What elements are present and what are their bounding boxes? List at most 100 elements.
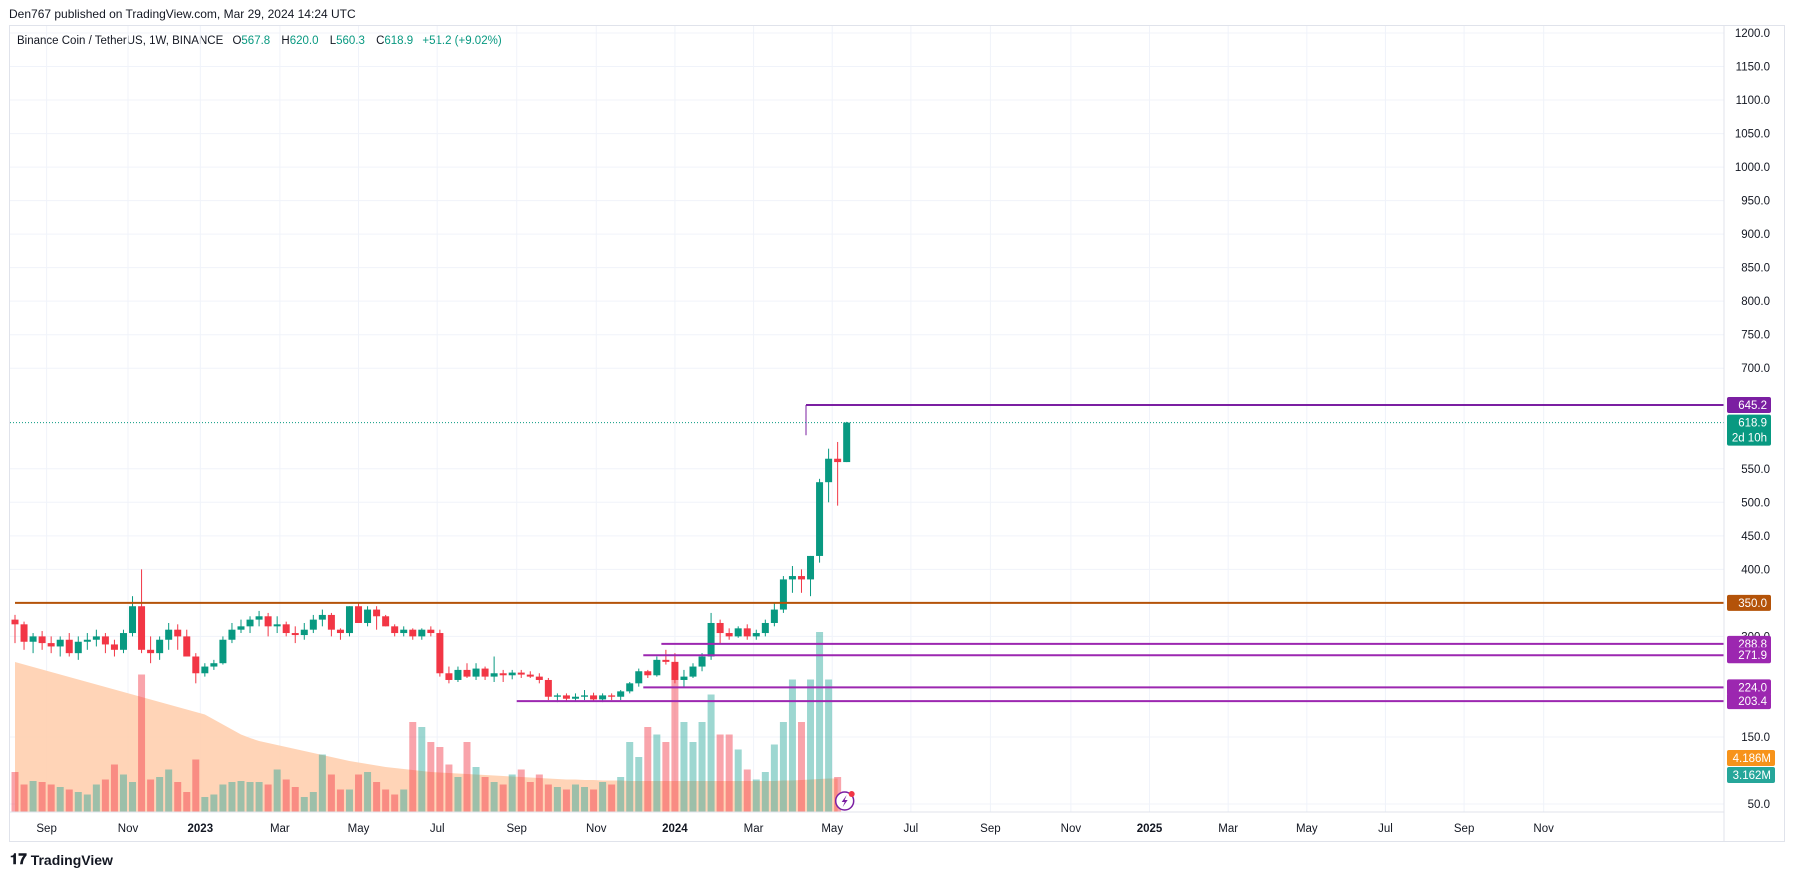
candle-body[interactable] <box>761 622 769 634</box>
candle-body[interactable] <box>65 639 73 654</box>
candle-body[interactable] <box>174 629 182 637</box>
candle-body[interactable] <box>165 629 173 640</box>
candle-body[interactable] <box>427 629 435 634</box>
candle-body[interactable] <box>770 609 778 623</box>
candle-body[interactable] <box>246 619 254 627</box>
candle-body[interactable] <box>834 458 842 463</box>
candle-body[interactable] <box>309 619 317 630</box>
candle-body[interactable] <box>282 624 290 634</box>
candle-body[interactable] <box>418 629 426 637</box>
candle-body[interactable] <box>147 649 155 654</box>
candle-body[interactable] <box>92 636 100 640</box>
candle-body[interactable] <box>562 695 570 699</box>
candle-body[interactable] <box>680 676 688 680</box>
candle-body[interactable] <box>734 628 742 637</box>
candle-body[interactable] <box>716 622 724 634</box>
candle-body[interactable] <box>590 695 598 700</box>
candle-body[interactable] <box>138 606 146 650</box>
x-tick-label: May <box>821 823 843 835</box>
candle-body[interactable] <box>743 628 751 637</box>
candle-body[interactable] <box>345 606 353 634</box>
candle-body[interactable] <box>752 633 760 637</box>
candle-body[interactable] <box>291 633 299 636</box>
candle-body[interactable] <box>707 622 715 657</box>
candle-body[interactable] <box>644 671 652 676</box>
candle-body[interactable] <box>671 661 679 680</box>
candle-body[interactable] <box>255 616 263 620</box>
volume-bar <box>110 764 118 812</box>
candle-body[interactable] <box>400 629 408 634</box>
candle-body[interactable] <box>843 422 851 463</box>
candle-body[interactable] <box>382 616 390 627</box>
volume-bar <box>734 749 742 812</box>
candle-body[interactable] <box>20 624 28 642</box>
candle-body[interactable] <box>807 555 815 580</box>
candle-body[interactable] <box>409 629 417 637</box>
candle-body[interactable] <box>544 679 552 697</box>
candle-body[interactable] <box>436 633 444 674</box>
candle-body[interactable] <box>445 673 453 680</box>
candle-body[interactable] <box>38 636 46 644</box>
candle-body[interactable] <box>74 641 82 654</box>
candle-body[interactable] <box>463 669 471 677</box>
candle-body[interactable] <box>47 643 55 647</box>
candle-body[interactable] <box>689 666 697 677</box>
candle-body[interactable] <box>318 614 326 620</box>
tradingview-brand[interactable]: 𝟏𝟕 TradingView <box>10 851 113 868</box>
candle-body[interactable] <box>571 696 579 699</box>
candle-body[interactable] <box>581 695 589 697</box>
candle-body[interactable] <box>11 619 19 625</box>
candle-body[interactable] <box>264 616 272 627</box>
candle-body[interactable] <box>119 633 127 650</box>
candle-body[interactable] <box>635 671 643 684</box>
candle-body[interactable] <box>327 614 335 630</box>
candle-body[interactable] <box>56 639 64 647</box>
candle-body[interactable] <box>110 644 118 650</box>
candle-body[interactable] <box>101 636 109 645</box>
candle-body[interactable] <box>454 669 462 680</box>
candle-body[interactable] <box>816 482 824 556</box>
candle-body[interactable] <box>553 695 561 697</box>
candle-body[interactable] <box>608 695 616 697</box>
candle-body[interactable] <box>183 636 191 657</box>
candle-body[interactable] <box>336 629 344 634</box>
symbol-name[interactable]: Binance Coin / TetherUS, 1W, BINANCE <box>17 35 224 47</box>
candle-body[interactable] <box>653 659 661 676</box>
candle-body[interactable] <box>535 676 543 680</box>
candle-body[interactable] <box>228 629 236 640</box>
candle-body[interactable] <box>364 609 372 623</box>
candle-body[interactable] <box>129 606 137 634</box>
candle-body[interactable] <box>825 458 833 483</box>
candle-body[interactable] <box>29 636 37 642</box>
candle-body[interactable] <box>373 609 381 617</box>
last-price-tag-bg <box>1727 414 1771 446</box>
candle-body[interactable] <box>201 666 209 674</box>
candle-body[interactable] <box>698 656 706 667</box>
candle-body[interactable] <box>599 695 607 700</box>
candle-body[interactable] <box>210 663 218 667</box>
candle-body[interactable] <box>192 656 200 674</box>
candle-body[interactable] <box>83 639 91 642</box>
candle-body[interactable] <box>797 576 805 580</box>
candle-body[interactable] <box>526 674 534 677</box>
candle-body[interactable] <box>300 629 308 636</box>
candle-body[interactable] <box>508 672 516 676</box>
candle-body[interactable] <box>662 659 670 662</box>
candle-body[interactable] <box>779 579 787 610</box>
candle-body[interactable] <box>156 639 164 654</box>
candle-body[interactable] <box>626 683 634 692</box>
candle-body[interactable] <box>490 673 498 677</box>
candle-body[interactable] <box>725 633 733 637</box>
candle-body[interactable] <box>391 626 399 634</box>
candle-body[interactable] <box>237 626 245 630</box>
candle-body[interactable] <box>219 639 227 664</box>
candle-body[interactable] <box>481 668 489 677</box>
candle-body[interactable] <box>472 668 480 677</box>
candle-body[interactable] <box>355 606 363 623</box>
candle-body[interactable] <box>273 624 281 627</box>
candle-body[interactable] <box>617 691 625 697</box>
candle-body[interactable] <box>499 673 507 676</box>
candle-body[interactable] <box>788 576 796 580</box>
candle-body[interactable] <box>517 672 525 675</box>
